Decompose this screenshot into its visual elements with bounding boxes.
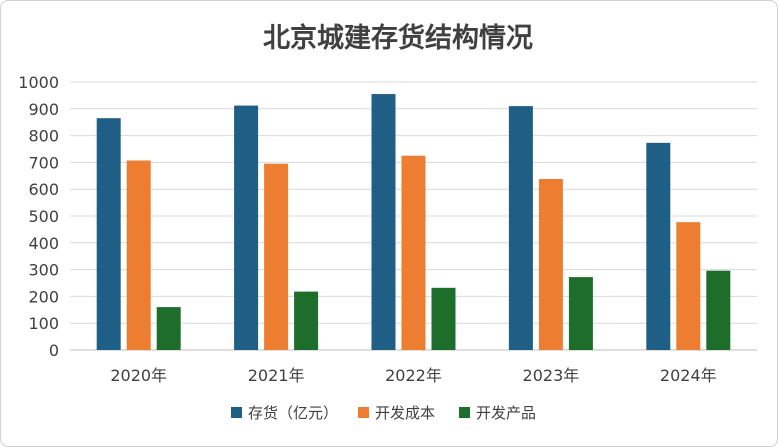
bar bbox=[646, 142, 671, 350]
legend: 存货（亿元） 开发成本 开发产品 bbox=[231, 404, 536, 422]
bar bbox=[538, 179, 563, 350]
bar bbox=[371, 94, 396, 350]
y-axis: 0 100 200 300 400 500 600 700 800 900 1000 bbox=[18, 73, 59, 360]
bar bbox=[431, 287, 456, 350]
y-tick-label: 500 bbox=[28, 207, 59, 226]
bar bbox=[96, 118, 121, 351]
bar bbox=[401, 155, 426, 350]
legend-swatch bbox=[459, 407, 470, 418]
chart-title: 北京城建存货结构情况 bbox=[263, 22, 533, 54]
y-tick-label: 0 bbox=[49, 341, 59, 360]
bar bbox=[156, 307, 181, 350]
x-tick-label: 2020年 bbox=[110, 366, 167, 385]
x-tick-label: 2023年 bbox=[523, 366, 580, 385]
bar bbox=[676, 222, 701, 350]
x-tick-label: 2022年 bbox=[385, 366, 442, 385]
bar bbox=[706, 270, 731, 350]
legend-swatch bbox=[358, 407, 369, 418]
legend-swatch bbox=[231, 407, 242, 418]
bar bbox=[126, 160, 151, 350]
y-tick-label: 700 bbox=[28, 153, 59, 172]
bar bbox=[234, 105, 259, 350]
gridlines bbox=[70, 81, 757, 351]
x-tick-label: 2021年 bbox=[248, 366, 305, 385]
y-tick-label: 800 bbox=[28, 127, 59, 146]
bars bbox=[96, 94, 731, 351]
y-tick-label: 1000 bbox=[18, 73, 59, 92]
legend-label: 存货（亿元） bbox=[248, 404, 338, 422]
y-tick-label: 200 bbox=[28, 287, 59, 306]
y-tick-label: 900 bbox=[28, 100, 59, 119]
y-tick-label: 600 bbox=[28, 180, 59, 199]
bar bbox=[294, 291, 319, 350]
bar bbox=[568, 277, 593, 350]
x-axis: 2020年 2021年 2022年 2023年 2024年 bbox=[110, 366, 716, 385]
y-tick-label: 100 bbox=[28, 314, 59, 333]
bar bbox=[264, 163, 289, 350]
legend-label: 开发成本 bbox=[375, 404, 435, 422]
x-tick-label: 2024年 bbox=[660, 366, 717, 385]
legend-label: 开发产品 bbox=[476, 404, 536, 422]
y-tick-label: 300 bbox=[28, 261, 59, 280]
y-tick-label: 400 bbox=[28, 234, 59, 253]
bar bbox=[508, 106, 533, 351]
